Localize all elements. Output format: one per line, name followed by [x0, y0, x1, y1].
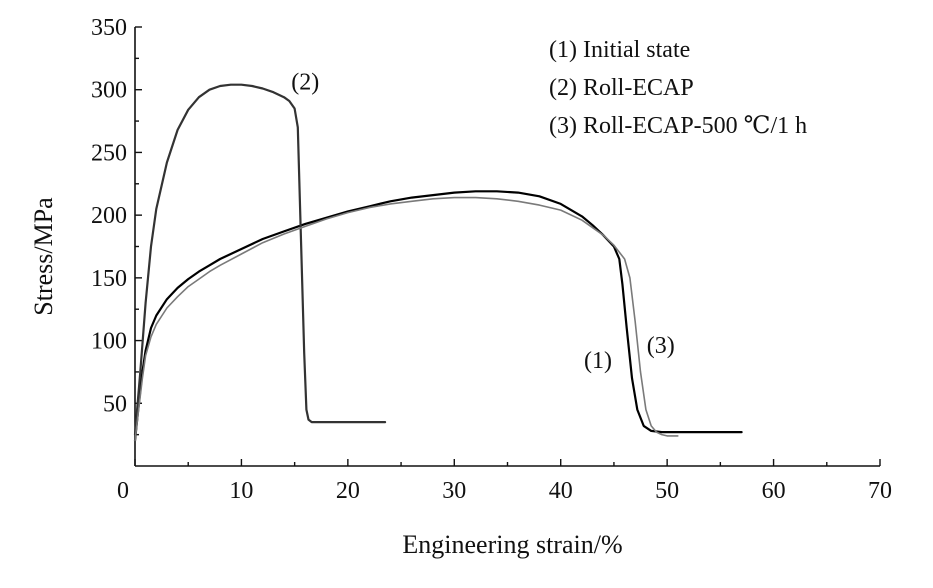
y-tick-label: 50: [103, 391, 127, 417]
x-tick-label: 10: [229, 478, 253, 504]
series-line-1: [133, 190, 743, 442]
y-tick-label: 350: [91, 15, 127, 41]
x-tick-label: 70: [868, 478, 892, 504]
series-line-2: [133, 83, 387, 436]
y-axis-title: Stress/MPa: [29, 197, 58, 316]
x-tick-label: 20: [336, 478, 360, 504]
x-tick-label: 60: [762, 478, 786, 504]
x-tick-label: 40: [549, 478, 573, 504]
legend: (1) Initial state (2) Roll-ECAP (3) Roll-E…: [549, 37, 807, 139]
legend-entry: (3) Roll-ECAP-500 ℃/1 h: [549, 113, 807, 139]
curve-label: (1): [584, 348, 612, 374]
y-tick-labels: 50 100 150 200 250 300 350: [91, 15, 127, 417]
x-tick-label: 0: [117, 478, 129, 504]
x-tick-label: 30: [442, 478, 466, 504]
curve-annotations: (1) (2) (3): [291, 70, 674, 374]
y-tick-label: 200: [91, 203, 127, 229]
x-tick-labels: 0 10 20 30 40 50 60 70: [117, 478, 892, 504]
series-line-3: [134, 196, 679, 442]
series-lines: [133, 83, 743, 442]
y-tick-label: 250: [91, 140, 127, 166]
legend-entry: (1) Initial state: [549, 37, 690, 63]
x-tick-label: 50: [655, 478, 679, 504]
y-tick-label: 300: [91, 78, 127, 104]
legend-entry: (2) Roll-ECAP: [549, 75, 694, 101]
y-tick-label: 100: [91, 329, 127, 355]
x-axis-title: Engineering strain/%: [402, 530, 622, 559]
curve-label: (3): [647, 333, 675, 359]
curve-label: (2): [291, 70, 319, 96]
y-tick-label: 150: [91, 266, 127, 292]
